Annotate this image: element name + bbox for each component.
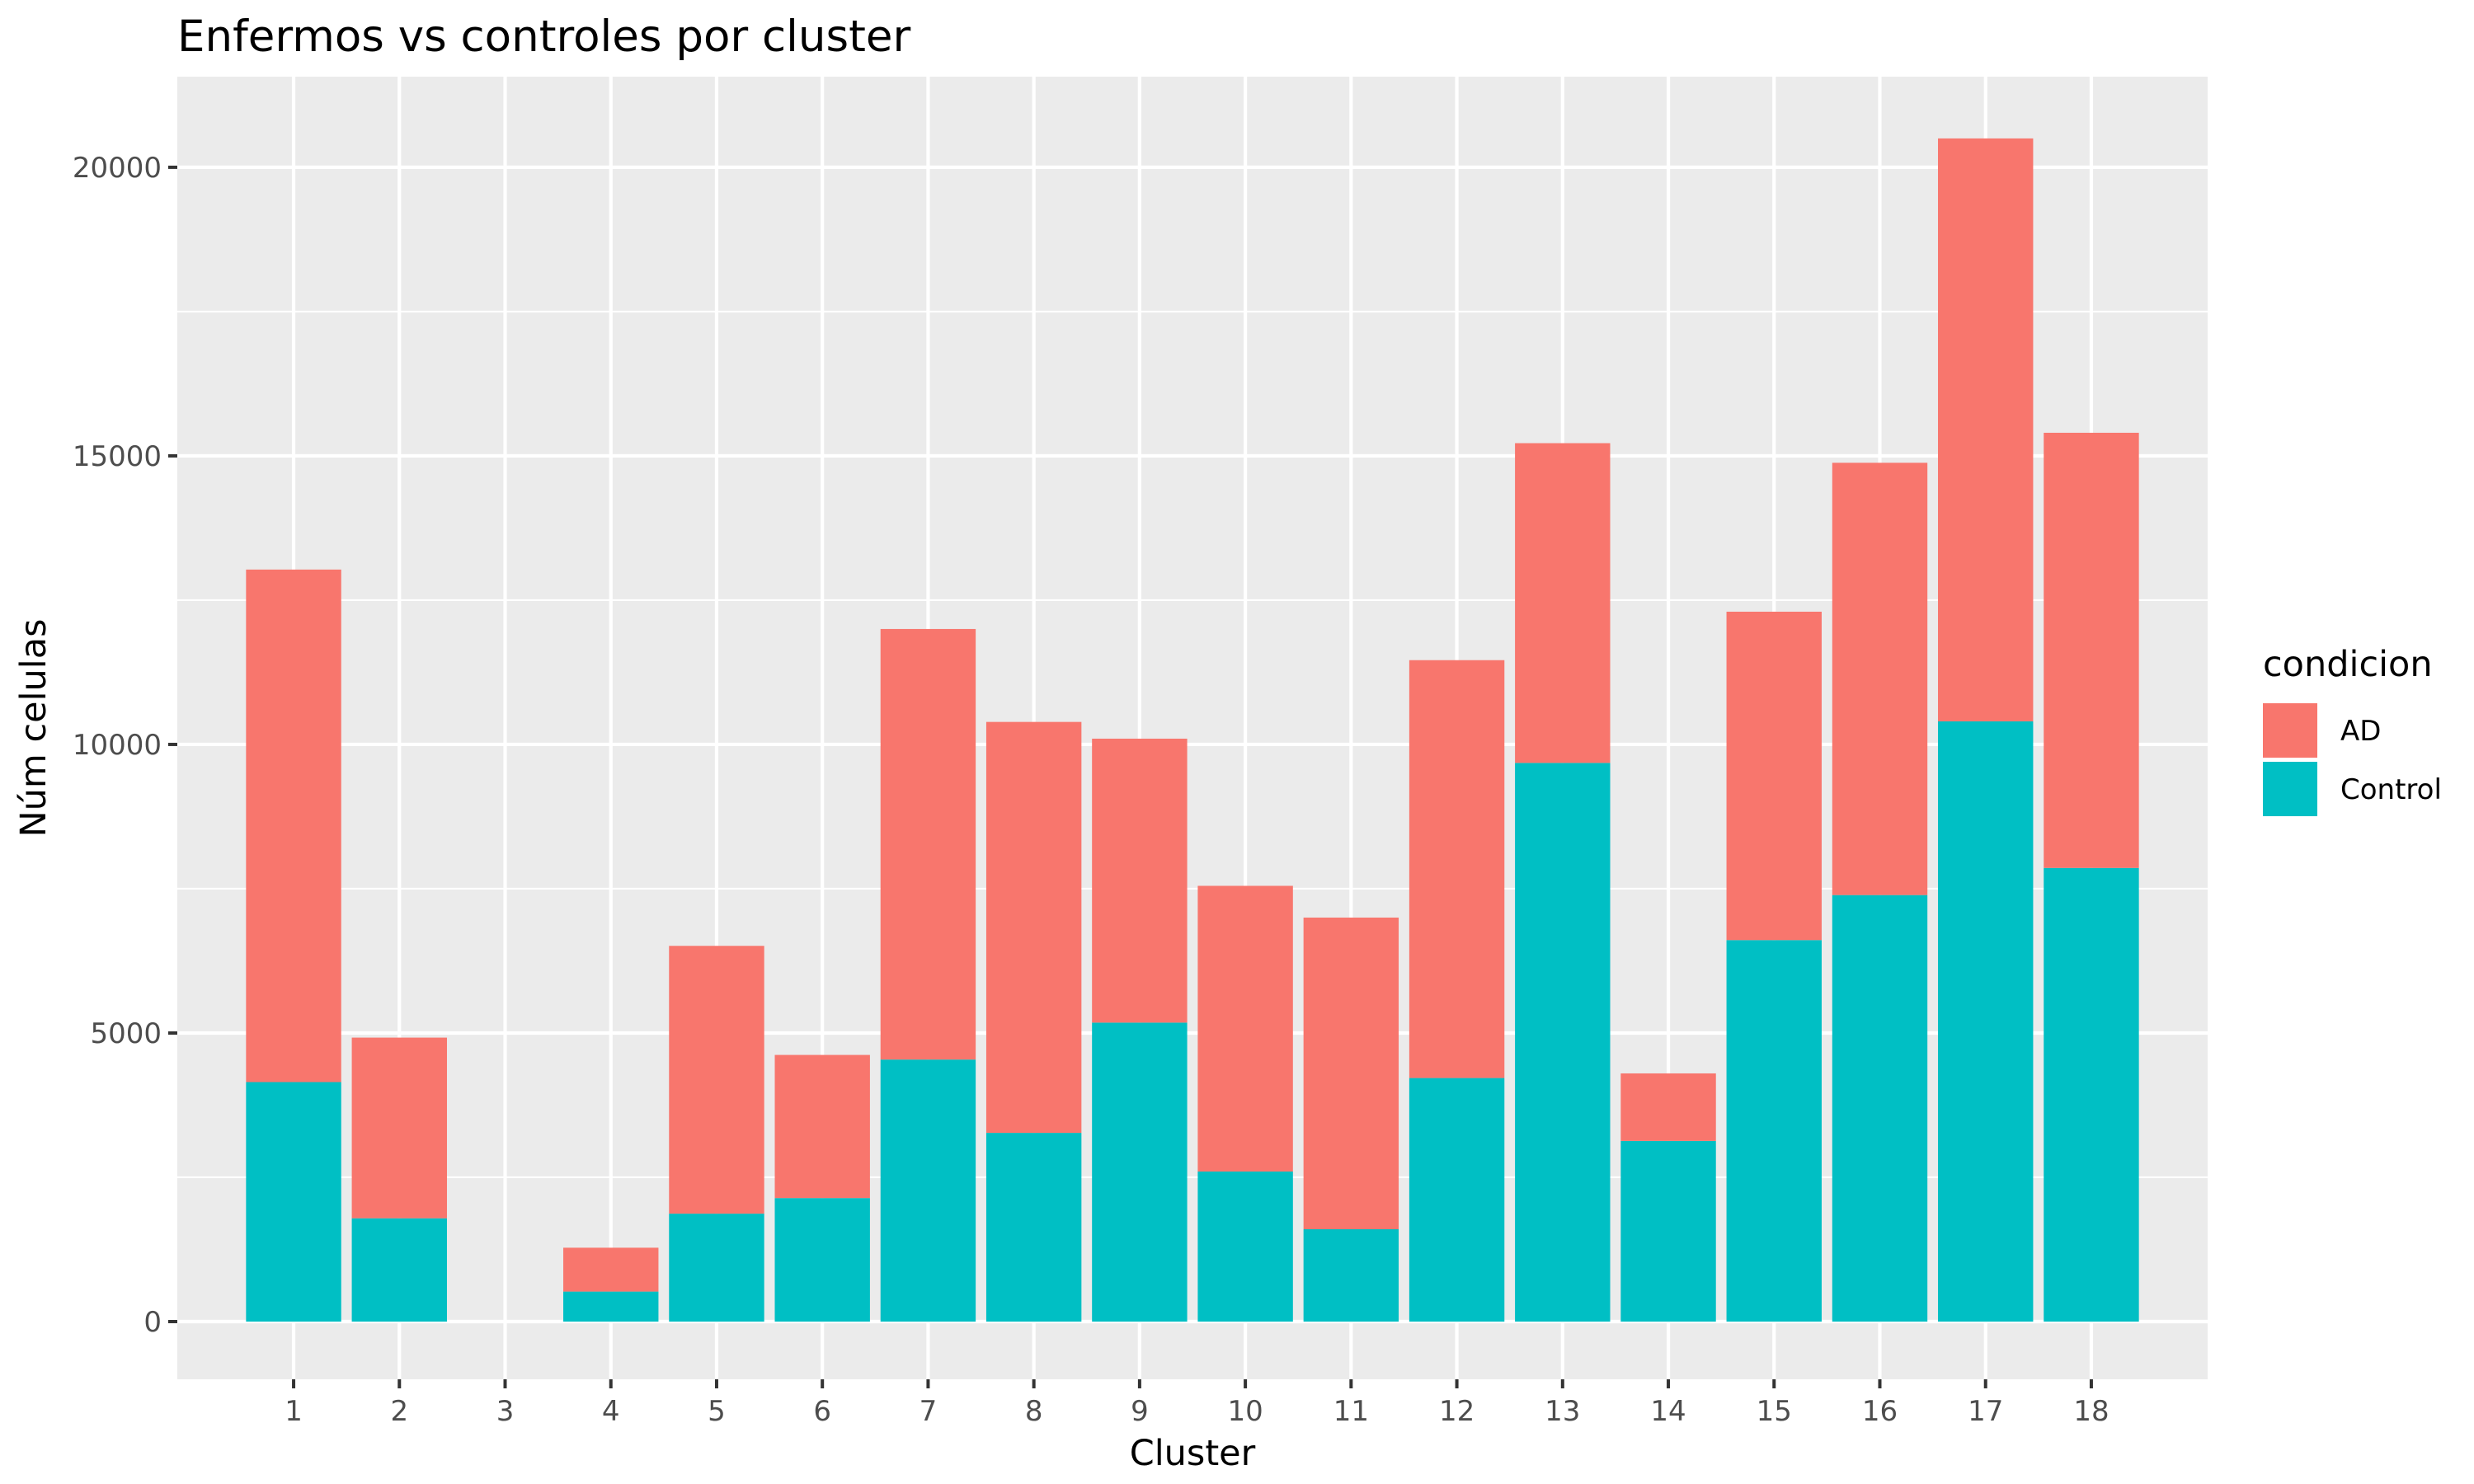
y-axis: 0 5000 10000 15000 20000: [73, 152, 177, 1339]
x-tick-label: 2: [390, 1395, 408, 1428]
bar-ad-cluster-1: [246, 569, 341, 1082]
y-tick-label: 20000: [73, 152, 162, 185]
bar-ad-cluster-13: [1515, 443, 1611, 763]
x-tick-label: 8: [1025, 1395, 1043, 1428]
bar-ad-cluster-5: [669, 946, 764, 1214]
bar-ad-cluster-12: [1409, 660, 1505, 1078]
bar-control-cluster-17: [1938, 721, 2034, 1322]
x-tick-label: 13: [1545, 1395, 1580, 1428]
bar-ad-cluster-17: [1938, 138, 2034, 721]
x-tick-label: 17: [1968, 1395, 2003, 1428]
bar-control-cluster-4: [563, 1291, 659, 1322]
bar-ad-cluster-16: [1832, 463, 1928, 895]
legend: condicion AD Control: [2263, 644, 2442, 816]
x-tick-label: 3: [496, 1395, 515, 1428]
x-axis: 1 2 3 4 5 6 7 8 9 10 11 12 13 14 15 16 17 18: [285, 1379, 2109, 1428]
x-tick-label: 10: [1227, 1395, 1263, 1428]
x-tick-label: 6: [813, 1395, 831, 1428]
bar-control-cluster-1: [246, 1082, 341, 1322]
bar-ad-cluster-4: [563, 1247, 659, 1292]
y-tick-label: 0: [143, 1306, 162, 1339]
x-tick-label: 7: [920, 1395, 938, 1428]
y-axis-title: Núm celulas: [13, 619, 54, 838]
x-tick-label: 15: [1757, 1395, 1792, 1428]
bar-ad-cluster-7: [880, 628, 976, 1060]
bar-control-cluster-14: [1620, 1140, 1716, 1322]
bar-control-cluster-5: [669, 1214, 764, 1322]
bar-control-cluster-7: [880, 1059, 976, 1322]
legend-label-control: Control: [2340, 773, 2442, 806]
bar-control-cluster-15: [1726, 940, 1822, 1322]
x-tick-label: 14: [1650, 1395, 1686, 1428]
bar-ad-cluster-6: [774, 1054, 870, 1199]
y-tick-label: 5000: [90, 1017, 162, 1050]
legend-key-control: [2263, 762, 2317, 816]
x-tick-label: 5: [708, 1395, 726, 1428]
x-tick-label: 4: [602, 1395, 620, 1428]
bar-ad-cluster-18: [2044, 432, 2139, 868]
bar-ad-cluster-8: [985, 721, 1082, 1134]
x-tick-label: 12: [1439, 1395, 1475, 1428]
bar-ad-cluster-10: [1197, 885, 1293, 1172]
x-tick-label: 1: [285, 1395, 303, 1428]
bar-control-cluster-8: [985, 1133, 1082, 1322]
x-tick-label: 9: [1131, 1395, 1149, 1428]
bar-ad-cluster-14: [1620, 1073, 1716, 1141]
bar-control-cluster-12: [1409, 1078, 1505, 1322]
bar-control-cluster-11: [1303, 1228, 1399, 1322]
x-axis-title: Cluster: [1130, 1433, 1256, 1474]
x-tick-label: 18: [2073, 1395, 2109, 1428]
bar-control-cluster-6: [774, 1198, 870, 1322]
bar-ad-cluster-15: [1726, 611, 1822, 941]
bars: [246, 138, 2139, 1322]
x-tick-label: 16: [1862, 1395, 1898, 1428]
bar-control-cluster-18: [2044, 867, 2139, 1322]
bar-control-cluster-10: [1197, 1171, 1293, 1322]
legend-label-ad: AD: [2340, 715, 2381, 748]
chart-title: Enfermos vs controles por cluster: [177, 12, 910, 62]
bar-ad-cluster-2: [351, 1037, 447, 1219]
y-tick-label: 15000: [73, 440, 162, 473]
bar-control-cluster-13: [1515, 763, 1611, 1322]
legend-title: condicion: [2263, 644, 2433, 685]
y-tick-label: 10000: [73, 729, 162, 762]
legend-key-ad: [2263, 703, 2317, 758]
x-tick-label: 11: [1333, 1395, 1369, 1428]
bar-control-cluster-9: [1092, 1022, 1188, 1322]
bar-control-cluster-2: [351, 1218, 447, 1322]
bar-ad-cluster-9: [1092, 738, 1188, 1023]
bar-ad-cluster-11: [1303, 917, 1399, 1229]
bar-control-cluster-16: [1832, 895, 1928, 1322]
